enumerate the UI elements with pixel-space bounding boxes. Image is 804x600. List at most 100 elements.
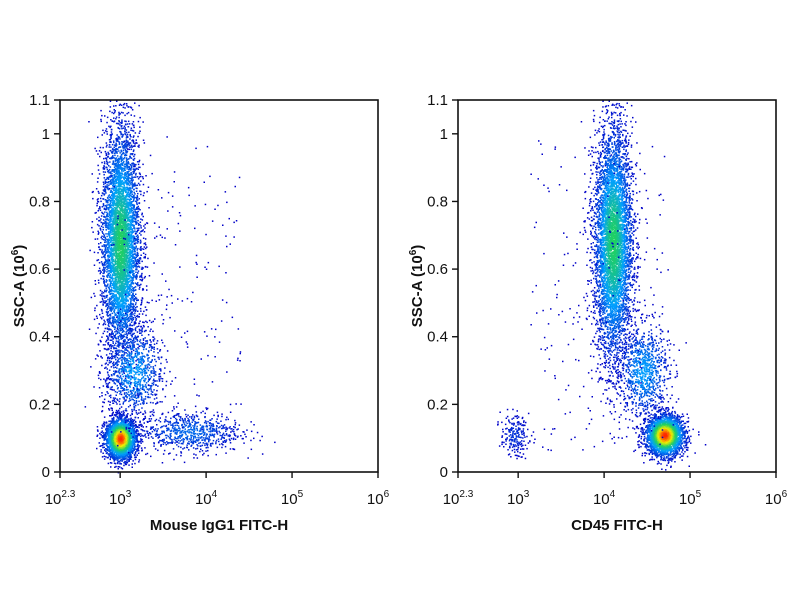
data-point: [108, 227, 110, 229]
data-point: [124, 154, 127, 157]
data-point: [114, 222, 116, 225]
data-point: [118, 276, 120, 278]
data-point: [128, 207, 130, 210]
data-point: [116, 324, 119, 327]
data-point: [136, 254, 138, 256]
data-point: [125, 234, 127, 236]
data-point: [119, 146, 121, 148]
data-point: [132, 270, 134, 272]
data-point: [127, 262, 129, 264]
data-point: [137, 284, 139, 287]
data-point: [108, 305, 110, 307]
data-point: [112, 224, 114, 226]
data-point: [133, 324, 135, 326]
data-point: [104, 250, 107, 252]
data-point: [131, 257, 134, 260]
data-point: [113, 297, 116, 299]
data-point: [105, 157, 108, 159]
data-point: [123, 229, 125, 231]
data-point: [129, 224, 132, 226]
data-point: [120, 393, 123, 396]
data-point: [111, 252, 113, 255]
data-point: [111, 182, 113, 184]
data-point: [132, 218, 134, 220]
data-point: [114, 149, 117, 152]
data-point: [108, 234, 110, 236]
data-point: [126, 200, 128, 203]
data-point: [119, 314, 121, 316]
data-point: [128, 270, 130, 272]
data-point: [119, 299, 122, 302]
data-point: [133, 194, 135, 197]
data-point: [118, 317, 120, 320]
data-point: [120, 160, 123, 163]
data-point: [135, 187, 137, 189]
data-point: [110, 217, 112, 220]
data-point: [132, 230, 134, 232]
data-point: [117, 204, 120, 207]
data-point: [131, 221, 134, 223]
data-point: [120, 303, 122, 305]
data-point: [122, 296, 124, 298]
data-point: [106, 216, 108, 218]
data-point: [124, 217, 126, 220]
data-point: [111, 309, 113, 311]
data-point: [136, 265, 139, 268]
data-point: [143, 242, 145, 245]
data-point: [135, 254, 137, 256]
data-point: [125, 202, 127, 205]
data-point: [136, 255, 139, 257]
data-point: [130, 269, 132, 272]
data-point: [104, 363, 107, 365]
data-point: [140, 268, 143, 270]
data-point: [100, 316, 102, 319]
data-point: [135, 363, 138, 366]
data-point: [131, 129, 134, 132]
data-point: [134, 182, 136, 184]
data-point: [121, 127, 123, 130]
data-point: [98, 243, 100, 245]
data-point: [129, 261, 132, 264]
data-point: [117, 286, 119, 288]
data-point: [120, 288, 122, 291]
data-point: [115, 157, 118, 159]
data-point: [129, 192, 132, 194]
data-point: [118, 171, 121, 173]
data-point: [123, 341, 126, 343]
data-point: [113, 180, 116, 182]
data-point: [136, 249, 138, 251]
data-point: [113, 271, 116, 273]
data-point: [106, 188, 109, 190]
data-point: [120, 104, 123, 106]
data-point: [130, 148, 133, 151]
data-point: [116, 286, 118, 289]
data-point: [121, 159, 124, 161]
data-point: [113, 105, 115, 107]
data-point: [132, 313, 134, 315]
data-point: [132, 212, 134, 214]
data-point: [143, 246, 146, 248]
data-point: [120, 184, 122, 186]
data-point: [118, 157, 120, 160]
data-point: [129, 197, 132, 200]
data-point: [115, 321, 117, 323]
data-point: [131, 246, 134, 249]
data-point: [121, 167, 123, 169]
data-point: [145, 244, 147, 246]
data-point: [125, 191, 127, 193]
data-point: [117, 253, 120, 255]
data-point: [111, 191, 114, 194]
data-point: [114, 252, 117, 254]
data-point: [116, 323, 118, 325]
data-point: [122, 307, 125, 310]
data-point: [107, 188, 110, 191]
data-point: [113, 291, 116, 293]
data-point: [110, 269, 112, 272]
data-point: [128, 184, 131, 186]
data-point: [102, 272, 104, 275]
data-point: [113, 150, 115, 152]
data-point: [128, 305, 130, 307]
data-point: [107, 241, 109, 243]
data-point: [120, 206, 123, 209]
data-point: [120, 195, 122, 198]
